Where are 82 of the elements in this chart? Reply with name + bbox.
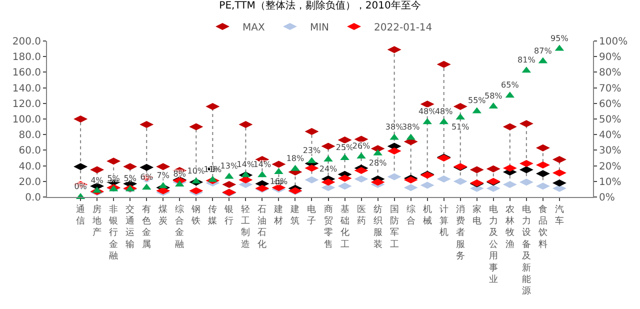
x-tick-label: 国防军工 [390, 204, 399, 250]
y-tick-label: 120.0 [12, 98, 41, 110]
data-label: 38% [385, 122, 404, 132]
data-label: 38% [402, 122, 420, 132]
y2-tick-label: 60% [599, 98, 622, 110]
x-tick-label: 钢铁 [190, 204, 201, 226]
x-tick-label: 房地产 [92, 204, 102, 238]
x-tick-label: 有色金属 [142, 204, 152, 250]
y2-tick-label: 90% [599, 52, 622, 64]
data-label: 18% [286, 154, 305, 163]
data-label: 8% [173, 170, 186, 179]
data-label: 6% [140, 172, 154, 182]
y-tick-label: 0.0 [25, 192, 41, 204]
x-tick-label: 商贸零售 [324, 204, 333, 250]
x-tick-label: 通信 [76, 204, 86, 226]
data-label: 87% [534, 46, 552, 56]
data-label: 10% [187, 166, 206, 176]
data-label: 23% [302, 146, 322, 156]
x-tick-label: 食品饮料 [537, 204, 548, 250]
legend-label: MAX [242, 22, 265, 34]
x-tick-label: 电力设备及新能源 [522, 204, 531, 297]
data-label: 26% [352, 141, 371, 150]
data-label: 7% [156, 171, 170, 180]
y-tick-label: 140.0 [12, 83, 41, 94]
data-label: 28% [368, 158, 388, 168]
data-label: 58% [484, 92, 503, 101]
y2-tick-label: 30% [599, 146, 622, 157]
x-tick-label: 电子 [307, 204, 316, 226]
x-tick-label: 医药 [356, 204, 366, 226]
x-tick-label: 汽车 [554, 204, 564, 226]
y2-tick-label: 50% [599, 114, 622, 126]
x-tick-label: 建材 [273, 204, 284, 226]
x-tick-label: 计算机 [439, 204, 448, 238]
x-tick-label: 传媒 [208, 204, 218, 226]
data-label: 48% [418, 107, 437, 116]
x-tick-label: 交通运输 [126, 204, 135, 250]
x-tick-label: 石油石化 [258, 204, 267, 250]
data-label: 5% [124, 174, 137, 184]
chart-title: PE,TTM（整体法，剔除负值），2010年至今 [219, 0, 421, 12]
x-tick-label: 消费者服务 [456, 204, 465, 262]
data-label: 48% [434, 107, 454, 116]
y2-tick-label: 0% [599, 192, 615, 204]
y-tick-label: 40.0 [18, 161, 41, 172]
y-tick-label: 200.0 [12, 36, 41, 48]
y2-tick-label: 10% [599, 176, 622, 188]
y2-tick-label: 80% [599, 68, 622, 79]
y2-tick-label: 20% [599, 161, 622, 172]
data-label: 14% [236, 160, 255, 170]
data-label: 95% [550, 34, 569, 43]
y-tick-label: 80.0 [18, 130, 41, 142]
x-tick-label: 银行 [224, 204, 234, 226]
y2-tick-label: 70% [599, 83, 622, 94]
legend-label: MIN [310, 22, 330, 34]
x-tick-label: 轻工制造 [241, 204, 250, 250]
x-tick-label: 非银行金融 [108, 204, 118, 262]
x-tick-label: 纺织服装 [373, 204, 382, 250]
x-tick-label: 农林牧渔 [504, 204, 514, 250]
y-tick-label: 160.0 [12, 68, 41, 79]
x-tick-label: 电力及公用事业 [488, 204, 498, 285]
x-tick-label: 煤炭 [158, 204, 168, 226]
y-tick-label: 60.0 [18, 146, 41, 157]
data-label: 4% [90, 176, 104, 185]
x-tick-label: 综合 [406, 204, 416, 226]
y-tick-label: 180.0 [12, 52, 41, 64]
x-tick-label: 家电 [472, 204, 482, 226]
data-label: 14% [253, 160, 272, 170]
y-tick-label: 100.0 [12, 114, 41, 126]
y2-tick-label: 100% [599, 36, 628, 48]
data-label: 55% [468, 96, 486, 106]
data-label: 65% [501, 80, 520, 90]
data-label: 81% [518, 56, 536, 65]
data-label: 51% [451, 122, 470, 132]
x-tick-label: 建筑 [290, 204, 300, 226]
y2-tick-label: 40% [599, 130, 622, 142]
data-label: 13% [220, 162, 238, 171]
legend-label: 2022-01-14 [374, 22, 432, 34]
x-tick-label: 综合金融 [175, 204, 184, 250]
x-tick-label: 基础化工 [339, 204, 350, 250]
data-label: 25% [336, 143, 354, 152]
x-tick-label: 机械 [422, 204, 432, 226]
y-tick-label: 20.0 [18, 176, 41, 188]
data-label: 24% [319, 164, 338, 174]
